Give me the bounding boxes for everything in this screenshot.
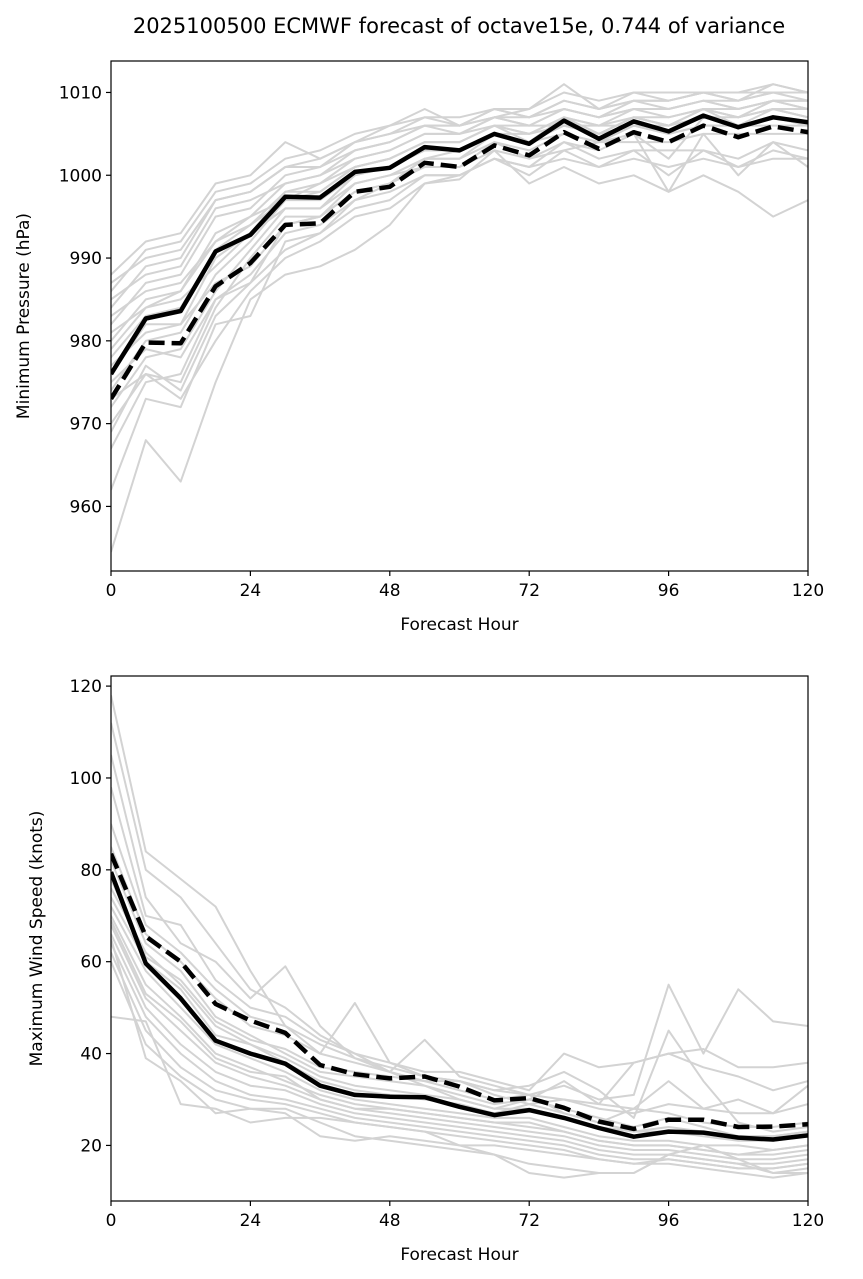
wind-axes-frame (110, 675, 809, 1202)
wind-y-ticks: 20 40 60 80 100 120 (70, 677, 111, 1156)
pressure-x-tick-label: 96 (658, 581, 680, 601)
wind-y-axis-label: Maximum Wind Speed (knots) (27, 811, 47, 1067)
wind-ensemble-member-line (111, 878, 808, 1115)
wind-ensemble-member-line (111, 961, 808, 1174)
wind-ensemble-member-line (111, 786, 808, 1092)
pressure-x-tick-label: 72 (518, 581, 540, 601)
wind-series (111, 852, 808, 1142)
wind-x-tick-label: 0 (106, 1211, 117, 1231)
pressure-y-tick-label: 970 (70, 415, 102, 435)
pressure-panel: 0 24 48 72 96 120 960 970 980 990 1000 1010 Foreca… (14, 60, 824, 635)
pressure-solid-series-line (111, 113, 808, 376)
pressure-ensemble-member-line (111, 99, 808, 359)
pressure-y-tick-label: 980 (70, 332, 102, 352)
pressure-y-tick-label: 1010 (59, 83, 102, 103)
pressure-y-tick-label: 990 (70, 249, 102, 269)
pressure-x-tick-label: 120 (792, 581, 824, 601)
pressure-ensemble-member-line (111, 149, 808, 400)
pressure-y-axis-label: Minimum Pressure (hPa) (14, 213, 34, 419)
pressure-y-ticks: 960 970 980 990 1000 1010 (59, 83, 111, 517)
wind-x-tick-label: 96 (658, 1211, 680, 1231)
wind-ensemble-member-line (111, 860, 808, 1110)
pressure-ensemble-member-line (111, 149, 808, 553)
wind-x-tick-label: 120 (792, 1211, 824, 1231)
wind-ensemble-member-line (111, 952, 808, 1179)
pressure-axes-frame (110, 60, 809, 572)
pressure-y-tick-label: 1000 (59, 166, 102, 186)
pressure-dashed-series-line (111, 123, 808, 400)
pressure-ensemble-members (111, 83, 808, 553)
wind-ensemble-member-line (111, 906, 808, 1151)
pressure-ensemble-member-line (111, 116, 808, 425)
wind-y-tick-label: 120 (70, 677, 102, 697)
pressure-ensemble-member-line (111, 132, 808, 367)
wind-ensemble-member-line (111, 924, 808, 1161)
pressure-x-axis-label: Forecast Hour (400, 615, 518, 635)
wind-x-axis-label: Forecast Hour (400, 1245, 518, 1265)
wind-panel: 0 24 48 72 96 120 20 40 60 80 100 120 Forecast Hou… (27, 675, 824, 1265)
figure-title: 2025100500 ECMWF forecast of octave15e, … (133, 14, 785, 38)
pressure-x-ticks: 0 24 48 72 96 120 (106, 571, 824, 601)
pressure-ensemble-member-line (111, 99, 808, 301)
wind-ensemble-member-line (111, 695, 808, 1138)
pressure-ensemble-member-line (111, 83, 808, 292)
wind-x-tick-label: 48 (379, 1211, 401, 1231)
wind-solid-series-line (111, 871, 808, 1142)
pressure-ensemble-member-line (111, 108, 808, 350)
wind-ensemble-member-line (111, 887, 808, 1142)
wind-ensemble-member-line (111, 938, 808, 1170)
wind-y-tick-label: 60 (80, 953, 102, 973)
pressure-x-tick-label: 48 (379, 581, 401, 601)
wind-x-tick-label: 72 (518, 1211, 540, 1231)
wind-y-tick-label: 40 (80, 1045, 102, 1065)
wind-x-tick-label: 24 (240, 1211, 262, 1231)
wind-ensemble-member-line (111, 823, 808, 1101)
pressure-y-tick-label: 960 (70, 497, 102, 517)
wind-y-tick-label: 100 (70, 769, 102, 789)
wind-x-ticks: 0 24 48 72 96 120 (106, 1201, 824, 1231)
pressure-series (111, 113, 808, 400)
wind-ensemble-member-line (111, 919, 808, 1156)
pressure-x-tick-label: 0 (106, 581, 117, 601)
wind-dashed-series-line (111, 852, 808, 1132)
pressure-ensemble-member-line (111, 99, 808, 284)
wind-y-tick-label: 20 (80, 1136, 102, 1156)
pressure-x-tick-label: 24 (240, 581, 262, 601)
wind-y-tick-label: 80 (80, 861, 102, 881)
